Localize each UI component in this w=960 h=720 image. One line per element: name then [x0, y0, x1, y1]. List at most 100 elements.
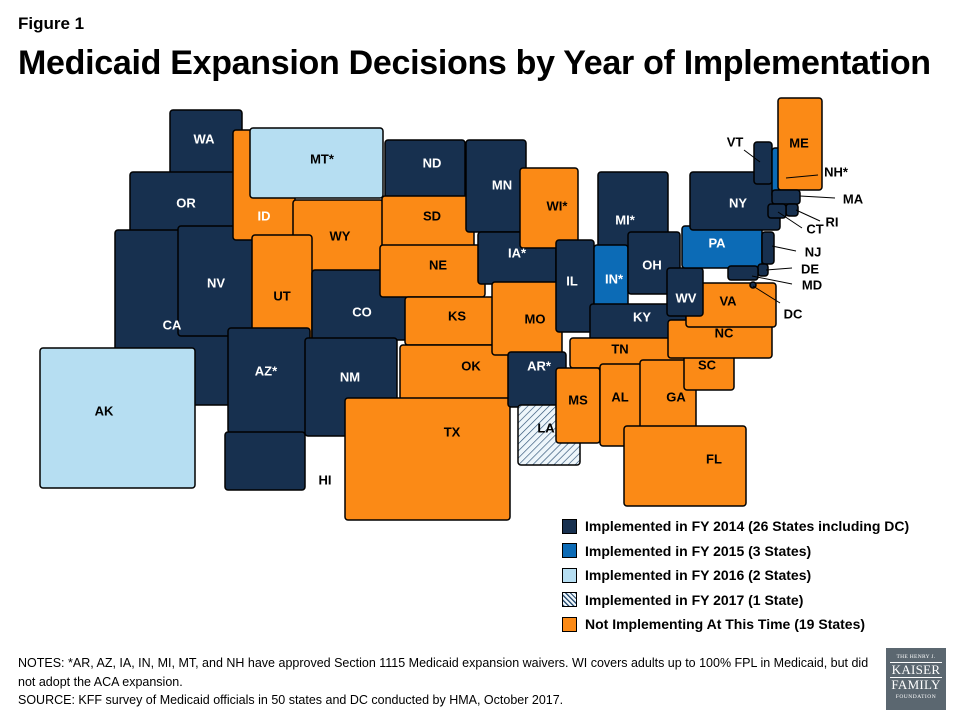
state-tx: [344, 397, 511, 521]
state-label-nh: NH*: [824, 164, 849, 179]
legend-label: Implemented in FY 2015 (3 States): [585, 542, 812, 559]
state-label-nv: NV: [207, 275, 225, 290]
logo-line: THE HENRY J.: [896, 654, 936, 660]
state-label-ia: IA*: [508, 245, 527, 260]
notes: NOTES: *AR, AZ, IA, IN, MI, MT, and NH h…: [18, 654, 878, 710]
us-map: WA OR CA NV ID MT* WY UT AZ* CO NM ND SD NE KS OK TX MN IA…: [39, 97, 864, 521]
state-label-va: VA: [719, 293, 737, 308]
state-label-co: CO: [352, 304, 372, 319]
figure-label: Figure 1: [18, 14, 85, 33]
state-label-mn: MN: [492, 177, 512, 192]
kff-logo: THE HENRY J. KAISER FAMILY FOUNDATION: [886, 648, 946, 710]
legend-item-fy2017: Implemented in FY 2017 (1 State): [562, 588, 909, 613]
state-label-ct: CT: [806, 221, 823, 236]
leader-line-md: [751, 275, 793, 285]
state-label-dc: DC: [784, 306, 803, 321]
state-label-nj: NJ: [805, 244, 822, 259]
legend-label: Not Implementing At This Time (19 States…: [585, 616, 866, 633]
state-me: [777, 97, 823, 191]
state-label-ga: GA: [666, 389, 686, 404]
leader-line-nh: [785, 174, 819, 179]
state-wi: [519, 167, 579, 249]
state-label-il: IL: [566, 273, 578, 288]
state-label-al: AL: [611, 389, 628, 404]
state-label-id: ID: [258, 208, 271, 223]
state-label-sc: SC: [698, 357, 717, 372]
state-label-tn: TN: [611, 341, 628, 356]
state-hi: [224, 431, 306, 491]
state-label-ut: UT: [273, 288, 290, 303]
state-az: [227, 327, 311, 434]
leader-line-ma: [799, 195, 836, 199]
state-label-mt: MT*: [310, 151, 335, 166]
logo-line: KAISER: [890, 662, 942, 678]
state-label-in: IN*: [605, 271, 624, 286]
state-label-ny: NY: [729, 195, 747, 210]
legend: Implemented in FY 2014 (26 States includ…: [562, 514, 909, 637]
state-label-fl: FL: [706, 451, 722, 466]
state-ak: [39, 347, 196, 489]
state-label-md: MD: [802, 277, 822, 292]
state-label-or: OR: [176, 195, 196, 210]
state-label-sd: SD: [423, 208, 441, 223]
leader-line-ct: [777, 211, 803, 229]
state-vt: [753, 141, 773, 185]
state-label-wi: WI*: [547, 198, 569, 213]
state-label-ky: KY: [633, 309, 651, 324]
state-label-wa: WA: [194, 131, 216, 146]
legend-swatch-fy2017: [562, 592, 577, 608]
state-label-nc: NC: [715, 325, 734, 340]
leader-line-de: [765, 267, 793, 271]
state-label-wv: WV: [676, 290, 697, 305]
state-label-tx: TX: [444, 424, 461, 439]
legend-swatch-fy2016: [562, 567, 577, 583]
leader-line-vt: [743, 149, 761, 163]
leader-line-dc: [752, 285, 781, 304]
state-label-vt: VT: [727, 134, 744, 149]
state-label-ne: NE: [429, 257, 447, 272]
state-nj: [761, 231, 775, 265]
state-label-ms: MS: [568, 392, 588, 407]
state-label-ks: KS: [448, 308, 466, 323]
state-label-me: ME: [789, 135, 809, 150]
state-md: [727, 265, 759, 281]
state-label-nm: NM: [340, 369, 360, 384]
state-label-oh: OH: [642, 257, 662, 272]
legend-swatch-fy2014: [562, 518, 577, 534]
legend-item-fy2016: Implemented in FY 2016 (2 States): [562, 563, 909, 588]
state-label-la: LA: [537, 420, 555, 435]
state-fl: [623, 425, 747, 507]
state-label-de: DE: [801, 261, 819, 276]
state-label-ca: CA: [163, 317, 182, 332]
state-label-az: AZ*: [255, 363, 278, 378]
page-title: Medicaid Expansion Decisions by Year of …: [18, 44, 931, 82]
legend-label: Implemented in FY 2016 (2 States): [585, 567, 812, 584]
state-ma: [771, 189, 801, 205]
logo-line: FOUNDATION: [895, 694, 937, 700]
legend-swatch-not-implementing: [562, 616, 577, 632]
state-label-wy: WY: [330, 228, 351, 243]
state-label-ak: AK: [95, 403, 114, 418]
state-label-nd: ND: [423, 155, 442, 170]
state-label-ri: RI: [826, 214, 839, 229]
state-label-ar: AR*: [527, 358, 552, 373]
state-label-mi: MI*: [615, 212, 635, 227]
legend-item-fy2015: Implemented in FY 2015 (3 States): [562, 539, 909, 564]
state-label-pa: PA: [708, 235, 726, 250]
leader-line-nj: [771, 245, 797, 252]
logo-line: FAMILY: [891, 677, 941, 692]
source-text: SOURCE: KFF survey of Medicaid officials…: [18, 693, 564, 707]
state-label-ok: OK: [461, 358, 481, 373]
state-mt: [249, 127, 384, 199]
state-label-ma: MA: [843, 191, 864, 206]
leader-line-ri: [795, 209, 821, 222]
legend-label: Implemented in FY 2017 (1 State): [585, 591, 804, 608]
legend-swatch-fy2015: [562, 543, 577, 559]
legend-item-fy2014: Implemented in FY 2014 (26 States includ…: [562, 514, 909, 539]
notes-text: NOTES: *AR, AZ, IA, IN, MI, MT, and NH h…: [18, 656, 869, 689]
state-label-mo: MO: [525, 311, 546, 326]
legend-label: Implemented in FY 2014 (26 States includ…: [585, 518, 910, 535]
legend-item-not-implementing: Not Implementing At This Time (19 States…: [562, 612, 909, 637]
state-label-hi: HI: [319, 472, 332, 487]
